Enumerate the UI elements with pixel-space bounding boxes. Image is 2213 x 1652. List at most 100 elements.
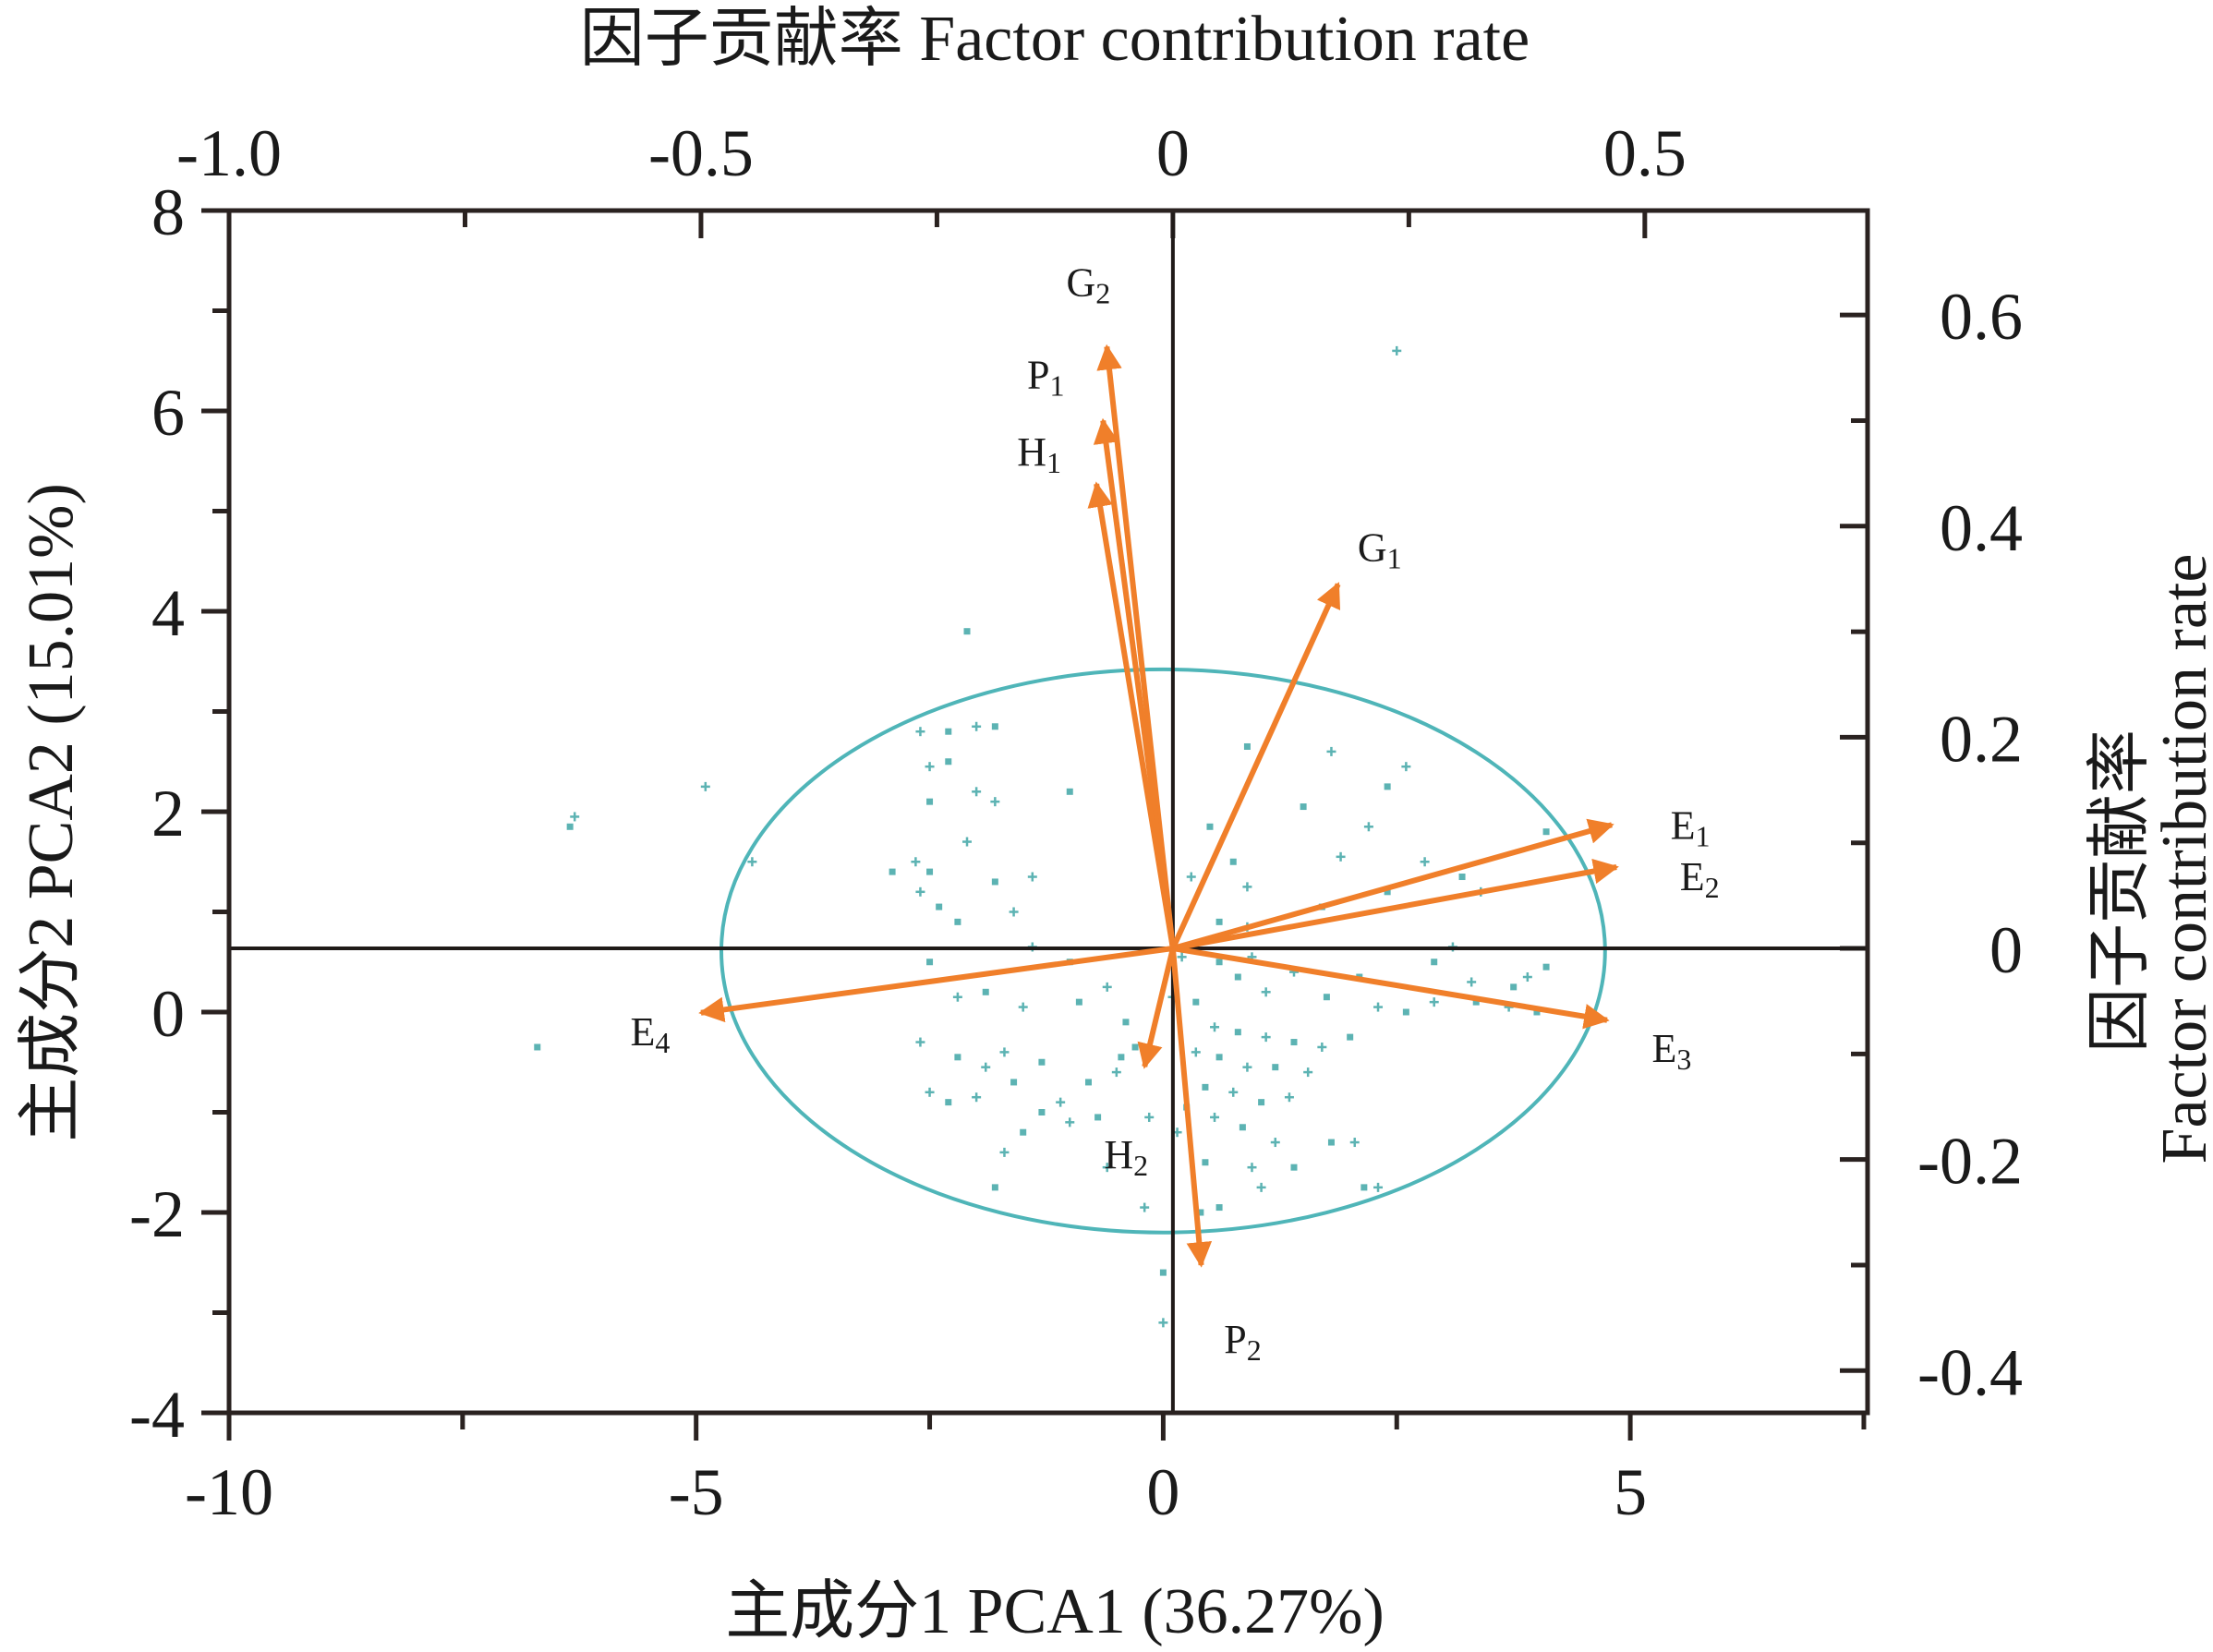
arrow-label-subscript: 4 <box>655 1026 670 1059</box>
score-point <box>954 1054 961 1061</box>
score-point <box>925 1087 935 1097</box>
top-tick-label: -0.5 <box>648 116 754 190</box>
arrow-label-letter: P <box>1027 352 1049 397</box>
score-point <box>1056 1097 1066 1107</box>
score-point <box>1542 828 1550 836</box>
score-point <box>952 992 962 1002</box>
score-point <box>981 1062 991 1072</box>
score-point <box>1210 1022 1220 1032</box>
score-point <box>1215 1054 1223 1061</box>
arrow-label: P2 <box>1224 1317 1261 1367</box>
score-point <box>945 1099 952 1106</box>
score-point <box>1102 1163 1112 1173</box>
score-point <box>1010 1079 1018 1086</box>
right-tick-label: -0.4 <box>1917 1335 2023 1409</box>
arrow-label-letter: G <box>1066 259 1095 305</box>
arrow-label: H2 <box>1104 1132 1148 1182</box>
right-tick-label: 0.4 <box>1940 491 2023 565</box>
score-point <box>1084 1079 1092 1086</box>
score-point <box>1202 1159 1209 1166</box>
y-tick-label: 2 <box>151 777 185 850</box>
score-point <box>1522 972 1532 983</box>
score-point <box>1239 1124 1246 1131</box>
arrow-line <box>1093 417 1176 949</box>
score-point <box>990 797 1000 807</box>
score-point <box>915 1037 925 1047</box>
score-point <box>1229 858 1237 865</box>
score-point <box>1111 1067 1121 1078</box>
score-point <box>1242 882 1252 892</box>
score-point <box>915 886 925 897</box>
score-point <box>1191 1047 1201 1057</box>
score-point <box>1272 1064 1279 1071</box>
score-point <box>1215 918 1223 925</box>
score-point <box>1131 1043 1139 1051</box>
arrow-label-letter: P <box>1224 1317 1246 1362</box>
loading-arrow-p1: P1 <box>1027 352 1176 949</box>
axis-tick-labels: -10 -5 0 5 8 6 4 2 0 -2 -4 -1.0 -0.5 0 0.5 0.6 0.4 0.2 0 -0… <box>129 116 2023 1529</box>
arrow-label: E4 <box>630 1009 670 1059</box>
arrow-label-subscript: 2 <box>1705 871 1720 904</box>
score-point <box>1159 1269 1167 1276</box>
score-point <box>926 868 934 875</box>
score-point <box>1542 963 1550 971</box>
score-point <box>1234 973 1241 981</box>
score-point <box>962 837 973 847</box>
score-point <box>1192 998 1200 1006</box>
score-point <box>945 758 952 766</box>
arrow-line <box>1169 947 1213 1268</box>
score-point <box>1323 994 1330 1001</box>
score-point <box>1206 823 1214 830</box>
score-point <box>1392 345 1402 356</box>
score-point <box>1038 1109 1046 1115</box>
score-point <box>1360 1184 1368 1191</box>
x-tick-label: 0 <box>1146 1455 1179 1529</box>
score-point <box>1066 788 1073 795</box>
score-point <box>1402 1008 1409 1016</box>
score-point <box>1261 987 1271 997</box>
score-point <box>1020 1128 1027 1136</box>
score-point <box>925 762 935 772</box>
y-tick-label: -4 <box>129 1378 185 1452</box>
score-point <box>982 988 989 995</box>
arrow-label-subscript: 2 <box>1095 276 1110 309</box>
score-point <box>570 812 580 822</box>
arrow-label-letter: E <box>1671 802 1696 848</box>
score-point <box>1247 1163 1257 1173</box>
score-point <box>972 787 982 797</box>
arrow-line <box>1087 481 1176 949</box>
loading-arrow-e4: E4 <box>630 946 1174 1059</box>
score-point <box>926 959 934 966</box>
score-point <box>889 868 896 875</box>
score-point <box>1349 1138 1360 1148</box>
top-tick-label: 0 <box>1156 116 1190 190</box>
score-point <box>1347 1033 1354 1041</box>
plot-frame <box>226 208 1870 1416</box>
score-point <box>991 1184 998 1191</box>
score-point <box>1075 998 1082 1006</box>
arrow-label: H1 <box>1017 429 1061 479</box>
score-point <box>1284 1092 1294 1103</box>
score-point <box>1158 1318 1168 1328</box>
axis-ticks <box>201 208 1868 1441</box>
loading-arrow-h2: H2 <box>1104 947 1176 1182</box>
score-point <box>1228 1087 1239 1097</box>
loading-arrow-e3: E3 <box>1172 946 1691 1076</box>
right-axis-title-cn: 因子贡献率 <box>2085 730 2156 1053</box>
score-point <box>1202 1083 1209 1091</box>
score-point <box>1384 783 1391 790</box>
y-tick-label: 6 <box>151 376 185 450</box>
arrow-line <box>1172 946 1610 1030</box>
arrow-label: P1 <box>1027 352 1064 402</box>
score-point <box>700 781 710 791</box>
score-point <box>1144 1112 1155 1122</box>
score-point <box>1177 952 1187 962</box>
score-point <box>911 857 921 867</box>
score-point <box>1102 982 1112 992</box>
score-point <box>926 798 934 805</box>
score-point <box>1472 998 1480 1006</box>
score-point <box>954 918 961 925</box>
score-point <box>991 878 998 886</box>
score-point <box>915 727 925 737</box>
score-point <box>1373 1002 1384 1012</box>
